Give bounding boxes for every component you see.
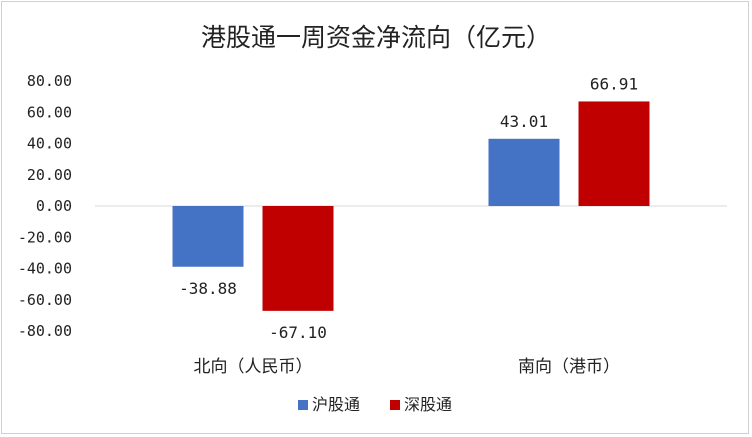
data-label: 43.01 — [500, 112, 548, 131]
bar — [578, 101, 650, 206]
bar — [488, 138, 560, 206]
data-labels: -38.88 -67.10 43.01 66.91 — [179, 74, 638, 341]
y-tick-label: -80.00 — [18, 322, 72, 340]
y-tick-label: -60.00 — [18, 291, 72, 309]
legend: 沪股通 深股通 — [298, 395, 452, 414]
legend-label: 沪股通 — [312, 395, 360, 414]
y-tick-label: 0.00 — [36, 197, 72, 215]
y-tick-label: 80.00 — [27, 72, 72, 90]
category-labels: 北向（人民币） 南向（港币） — [194, 357, 621, 377]
data-label: -67.10 — [269, 323, 327, 342]
bars — [172, 101, 650, 311]
chart-title: 港股通一周资金净流向（亿元） — [201, 23, 551, 52]
category-label: 南向（港币） — [518, 357, 620, 377]
y-tick-label: -40.00 — [18, 260, 72, 278]
y-axis-ticks: 80.00 60.00 40.00 20.00 0.00 -20.00 -40.00 -60.… — [18, 72, 72, 340]
category-label: 北向（人民币） — [194, 357, 313, 377]
y-tick-label: 40.00 — [27, 135, 72, 153]
data-label: -38.88 — [179, 279, 237, 298]
y-tick-label: 60.00 — [27, 103, 72, 121]
legend-swatch — [390, 400, 400, 410]
y-tick-label: -20.00 — [18, 228, 72, 246]
y-tick-label: 20.00 — [27, 166, 72, 184]
bar — [262, 206, 334, 311]
data-label: 66.91 — [590, 74, 638, 93]
bar — [172, 206, 244, 267]
legend-swatch — [298, 400, 308, 410]
legend-label: 深股通 — [404, 395, 452, 414]
